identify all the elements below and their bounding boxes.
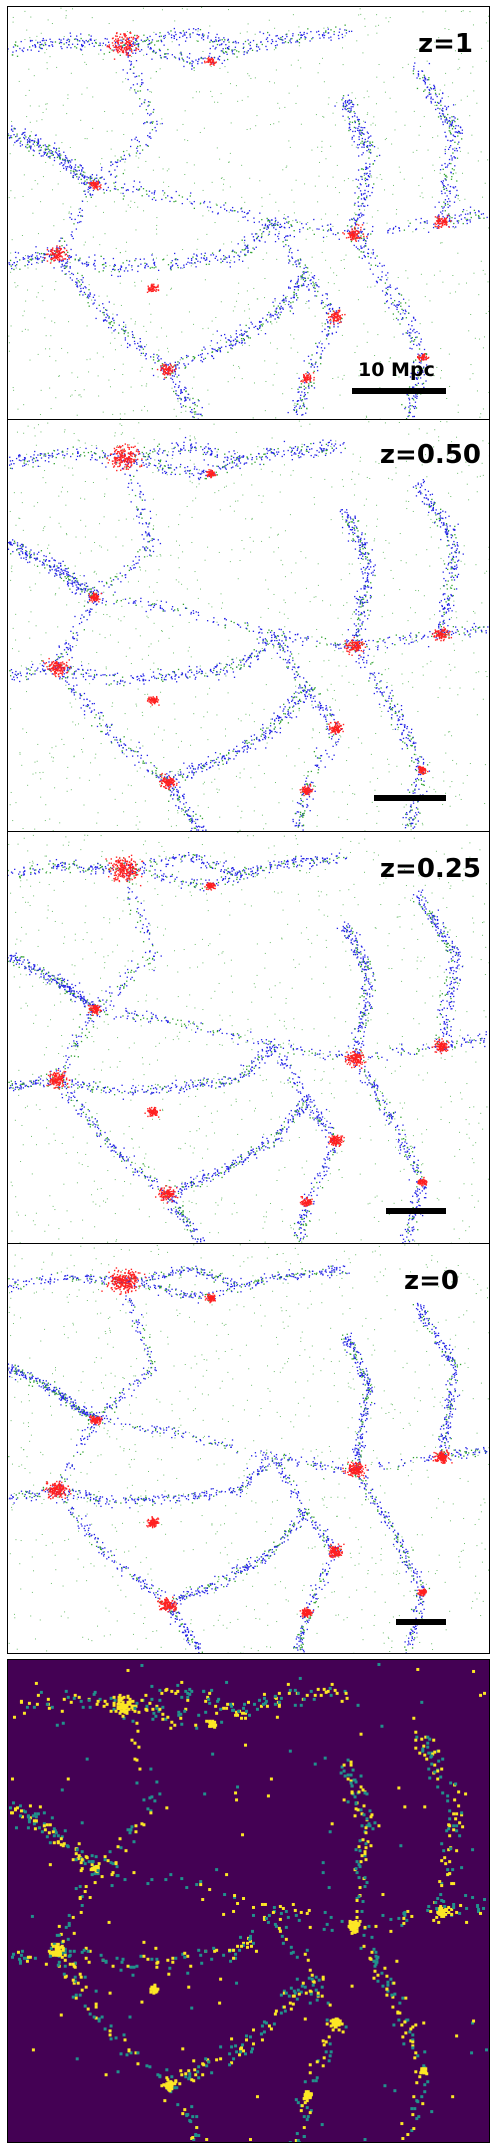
density-map-panel [7,1659,490,2143]
simulation-panel-z0: z=0 [7,1243,490,1654]
scale-bar [374,795,446,801]
scale-bar-label: 10 Mpc [358,359,435,381]
redshift-label: z=0.50 [380,440,481,470]
particle-field [8,7,489,419]
particle-field [8,832,489,1243]
redshift-label: z=0.25 [380,854,481,884]
scale-bar [386,1208,446,1214]
scale-bar [396,1619,446,1625]
redshift-label: z=0 [404,1266,459,1296]
scale-bar [352,388,446,394]
simulation-panel-z050: z=0.50 [7,419,490,832]
simulation-panel-z1: z=1 10 Mpc [7,6,490,420]
redshift-label: z=1 [418,29,473,59]
particle-field [8,1244,489,1653]
simulation-panel-z025: z=0.25 [7,831,490,1244]
particle-field [8,420,489,831]
density-map [8,1662,489,2142]
